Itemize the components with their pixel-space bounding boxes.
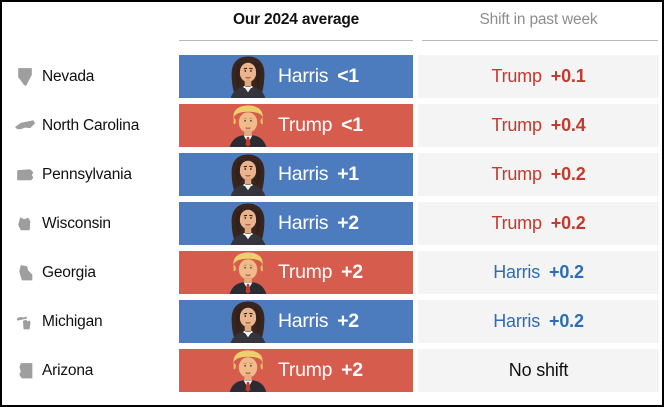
state-name: Wisconsin [42, 214, 111, 232]
state-name: Georgia [42, 263, 96, 281]
harris-portrait-icon [221, 300, 275, 343]
leader-name: Harris [278, 310, 329, 332]
shift-cell: Harris +0.2 [418, 300, 659, 343]
shift-value: +0.4 [550, 115, 586, 135]
nevada-shape-icon [13, 55, 37, 98]
state-name: Nevada [42, 67, 95, 85]
leader-name: Trump [278, 359, 333, 381]
shift-cell: Harris +0.2 [418, 251, 659, 294]
shift-cell: Trump +0.2 [418, 202, 659, 245]
shift-value: +0.2 [549, 262, 584, 282]
leader-name: Harris [278, 212, 329, 234]
average-bar: Harris <1 [179, 55, 413, 98]
north-carolina-shape-icon [13, 104, 37, 147]
wisconsin-shape-icon [13, 202, 37, 245]
column-header-shift: Shift in past week [479, 11, 598, 28]
arizona-shape-icon [13, 349, 37, 392]
harris-portrait-icon [221, 153, 275, 196]
shift-cell: Trump +0.4 [418, 104, 659, 147]
shift-party: Trump [491, 213, 542, 233]
state-row: Pennsylvania Harris +1 Trump +0.2 [2, 153, 662, 196]
trump-portrait-icon [221, 251, 275, 294]
leader-margin: +2 [337, 310, 359, 332]
state-name: Michigan [42, 312, 103, 330]
leader-name: Trump [278, 114, 333, 136]
shift-cell: Trump +0.2 [418, 153, 659, 196]
shift-value: +0.1 [550, 66, 586, 86]
state-row: Wisconsin Harris +2 Trump +0.2 [2, 202, 662, 245]
average-column-divider [179, 40, 413, 41]
leader-margin: <1 [341, 114, 363, 136]
leader-name: Harris [278, 65, 329, 87]
shift-cell: Trump +0.1 [418, 55, 659, 98]
no-shift-label: No shift [508, 360, 569, 380]
leader-margin: +2 [337, 212, 359, 234]
average-bar: Trump +2 [179, 251, 413, 294]
state-row: Michigan Harris +2 Harris +0.2 [2, 300, 662, 343]
average-bar: Trump <1 [179, 104, 413, 147]
average-bar: Harris +1 [179, 153, 413, 196]
leader-margin: <1 [337, 65, 359, 87]
shift-cell: No shift [418, 349, 659, 392]
leader-margin: +1 [337, 163, 359, 185]
trump-portrait-icon [221, 104, 275, 147]
state-name: North Carolina [42, 116, 140, 134]
michigan-shape-icon [13, 300, 37, 343]
state-name: Pennsylvania [42, 165, 132, 183]
shift-value: +0.2 [550, 164, 586, 184]
average-bar: Trump +2 [179, 349, 413, 392]
georgia-shape-icon [13, 251, 37, 294]
shift-party: Trump [491, 115, 542, 135]
leader-margin: +2 [341, 261, 363, 283]
shift-party: Trump [491, 66, 542, 86]
leader-margin: +2 [341, 359, 363, 381]
pennsylvania-shape-icon [13, 153, 37, 196]
column-header-average: Our 2024 average [232, 11, 360, 28]
shift-value: +0.2 [550, 213, 586, 233]
state-row: North Carolina Trump <1 Trump +0.4 [2, 104, 662, 147]
average-bar: Harris +2 [179, 202, 413, 245]
leader-name: Harris [278, 163, 329, 185]
shift-value: +0.2 [549, 311, 584, 331]
shift-party: Harris [493, 262, 541, 282]
state-row: Georgia Trump +2 Harris +0.2 [2, 251, 662, 294]
average-bar: Harris +2 [179, 300, 413, 343]
state-rows: Nevada Harris <1 Trump +0.1 North Caroli… [2, 55, 662, 398]
shift-party: Harris [493, 311, 541, 331]
leader-name: Trump [278, 261, 333, 283]
state-name: Arizona [42, 361, 94, 379]
state-row: Arizona Trump +2 No shift [2, 349, 662, 392]
trump-portrait-icon [221, 349, 275, 392]
harris-portrait-icon [221, 202, 275, 245]
shift-column-divider [422, 40, 658, 41]
harris-portrait-icon [221, 55, 275, 98]
state-row: Nevada Harris <1 Trump +0.1 [2, 55, 662, 98]
shift-party: Trump [491, 164, 542, 184]
